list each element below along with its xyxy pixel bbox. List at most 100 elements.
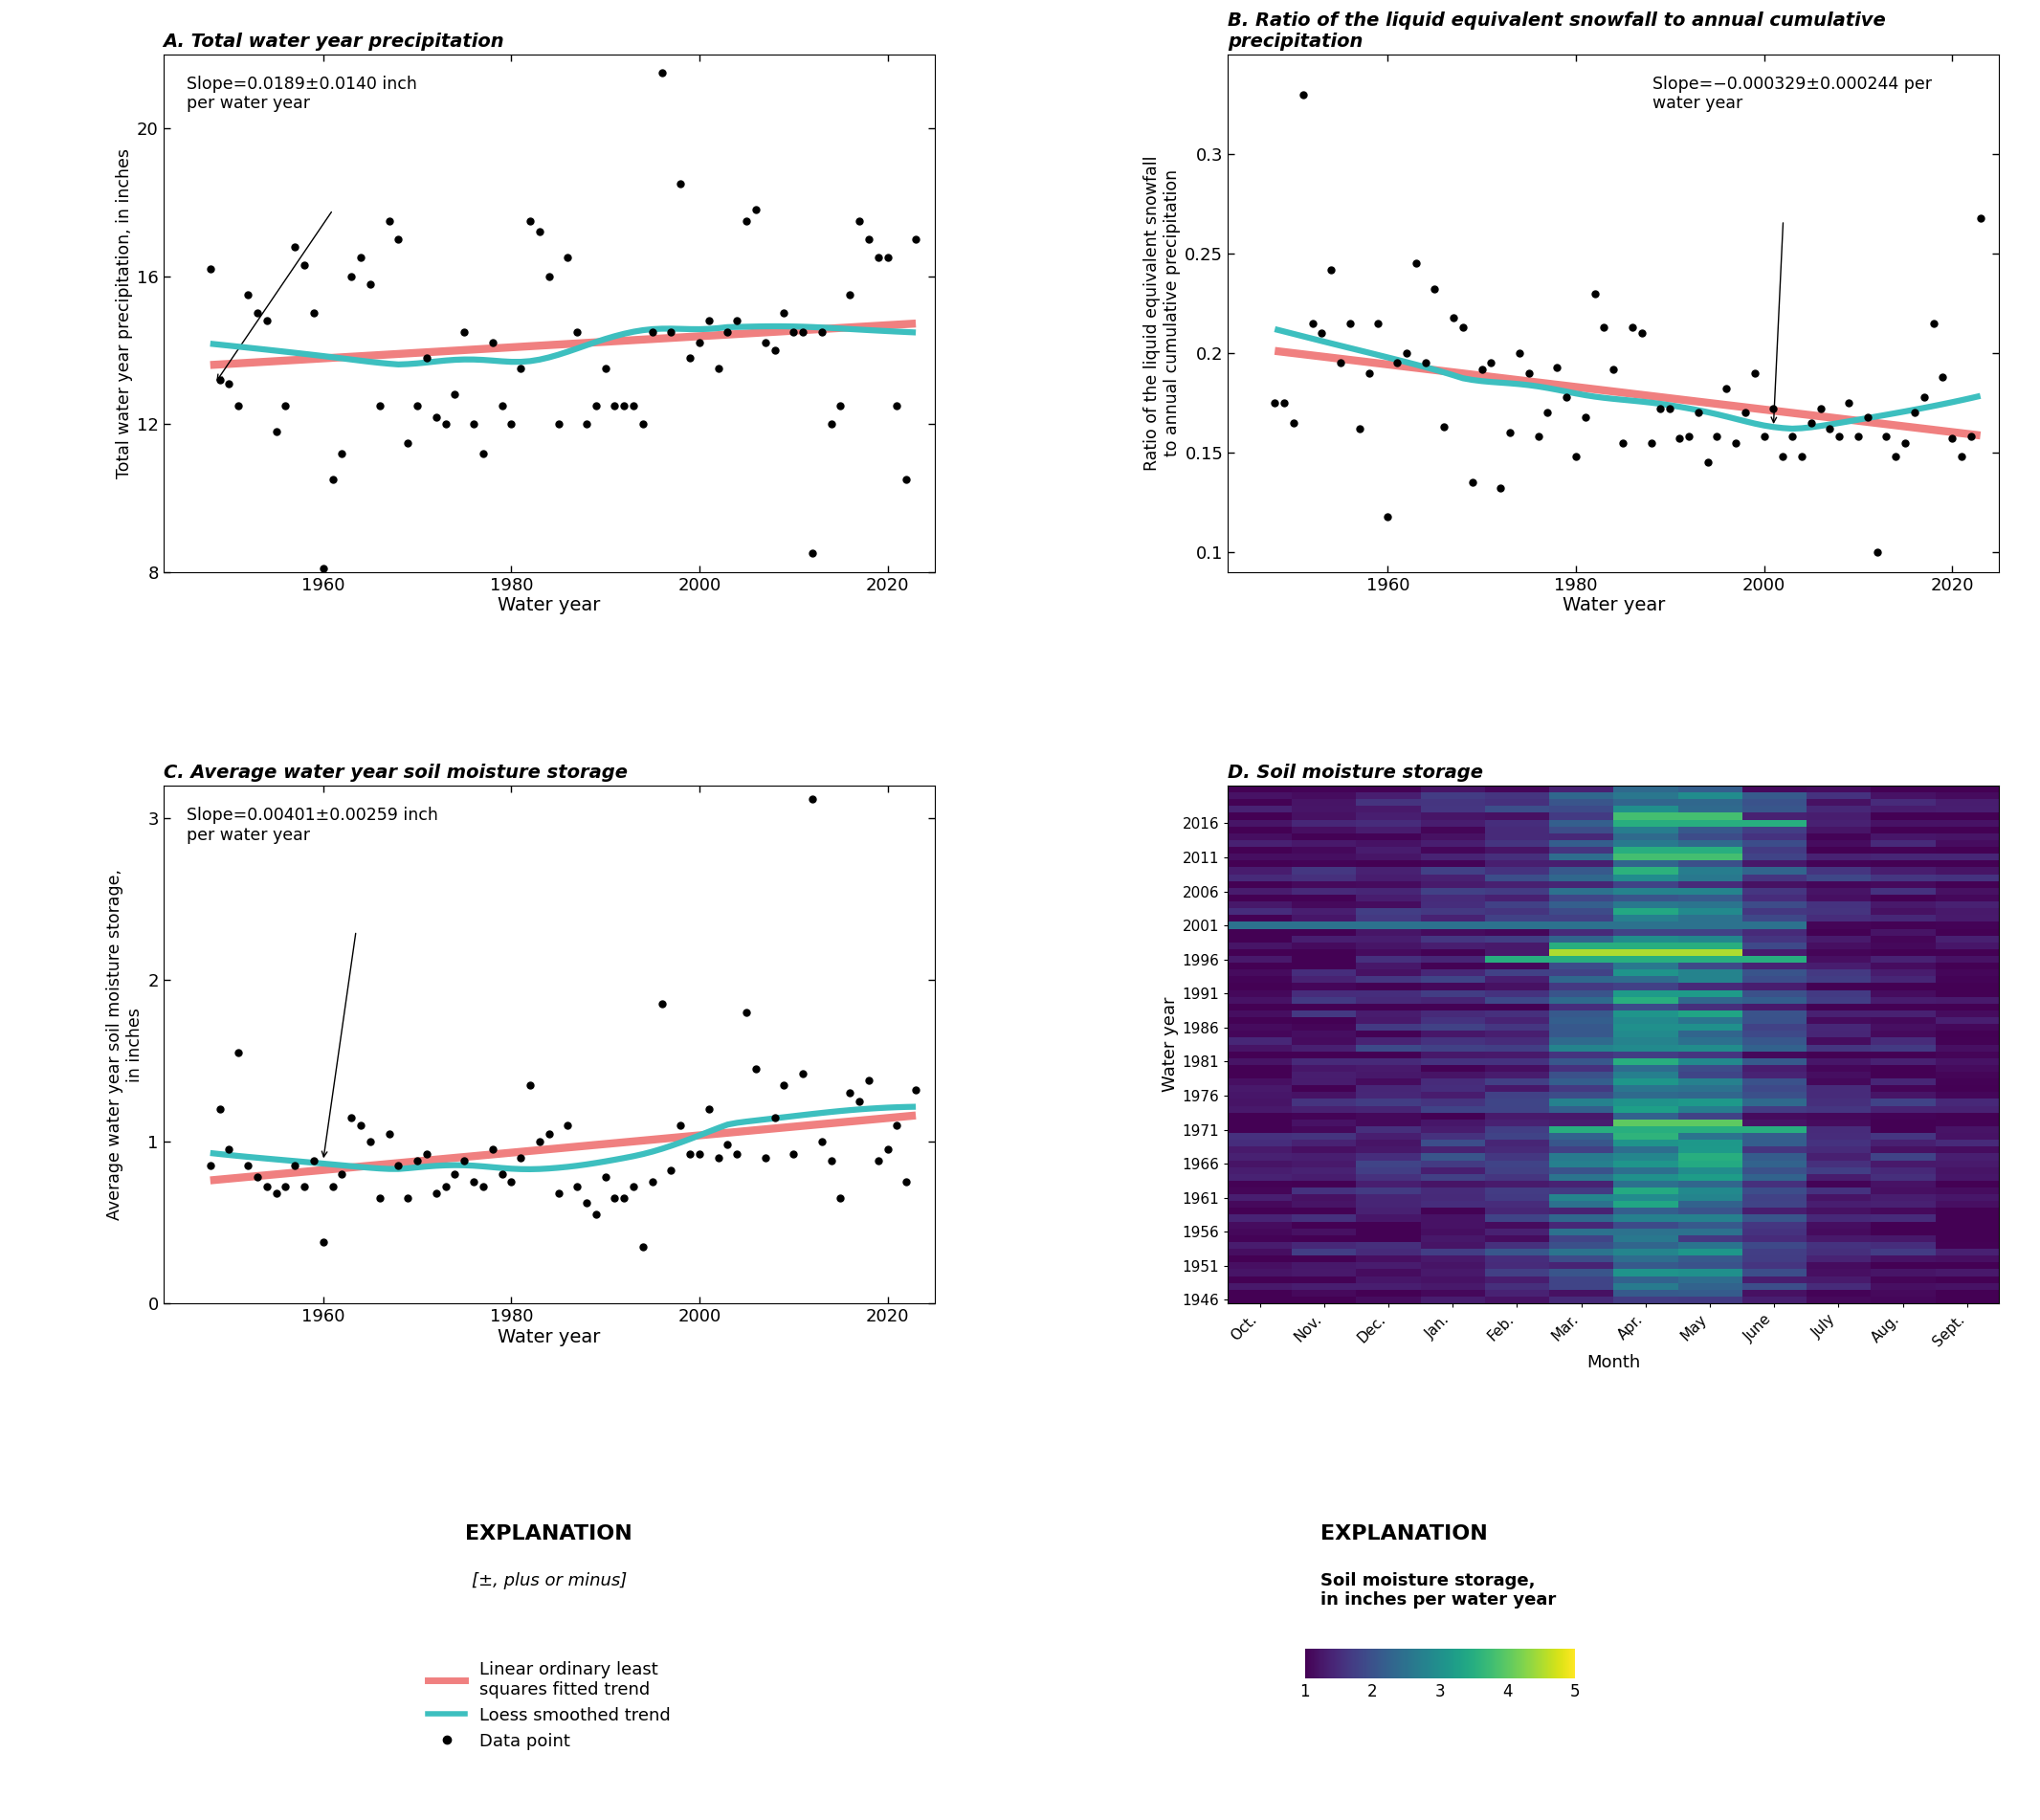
Point — [590, 1163, 622, 1192]
Point — [316, 1172, 349, 1201]
Point — [665, 169, 698, 198]
Point — [561, 1172, 594, 1201]
Point — [1428, 411, 1461, 440]
Point — [900, 1076, 932, 1105]
Point — [1897, 399, 1930, 428]
Point — [1785, 442, 1818, 471]
Point — [881, 391, 914, 420]
Y-axis label: Total water year precipitation, in inches: Total water year precipitation, in inche… — [116, 147, 133, 479]
Point — [692, 306, 724, 335]
Point — [767, 298, 800, 328]
Point — [1860, 537, 1893, 566]
Point — [353, 1127, 386, 1156]
Point — [655, 317, 687, 346]
Point — [1738, 359, 1771, 388]
Y-axis label: Average water year soil moisture storage,
in inches: Average water year soil moisture storage… — [106, 868, 143, 1219]
Point — [392, 428, 424, 457]
Point — [1438, 302, 1471, 331]
Point — [288, 1172, 320, 1201]
Point — [428, 1172, 461, 1201]
Point — [486, 391, 518, 420]
Point — [749, 1143, 781, 1172]
Point — [194, 255, 226, 284]
Point — [702, 1143, 734, 1172]
Point — [1418, 275, 1450, 304]
Y-axis label: Water year: Water year — [1163, 997, 1179, 1092]
Point — [1259, 388, 1291, 417]
Point — [806, 317, 838, 346]
Text: A. Total water year precipitation: A. Total water year precipitation — [163, 33, 504, 51]
Point — [496, 1167, 528, 1196]
Point — [475, 328, 508, 357]
Point — [439, 380, 471, 410]
Point — [861, 1147, 894, 1176]
Point — [1777, 422, 1809, 451]
Point — [1748, 422, 1781, 451]
Point — [402, 391, 435, 420]
Point — [730, 206, 763, 235]
Point — [598, 1183, 630, 1212]
Point — [871, 1136, 904, 1165]
Point — [636, 1167, 669, 1196]
Point — [1389, 339, 1422, 368]
Point — [1767, 442, 1799, 471]
Text: [±, plus or minus]: [±, plus or minus] — [471, 1572, 626, 1589]
Point — [853, 226, 885, 255]
Point — [655, 1156, 687, 1185]
Point — [673, 344, 706, 373]
Point — [316, 466, 349, 495]
Point — [1316, 255, 1348, 284]
Text: Soil moisture storage,
in inches per water year: Soil moisture storage, in inches per wat… — [1320, 1572, 1557, 1609]
Point — [608, 391, 641, 420]
Point — [571, 1188, 604, 1218]
Point — [834, 280, 867, 309]
Point — [392, 1183, 424, 1212]
Point — [475, 1136, 508, 1165]
Point — [579, 1199, 612, 1229]
Point — [1306, 318, 1338, 348]
Text: Slope=0.00401±0.00259 inch
per water year: Slope=0.00401±0.00259 inch per water yea… — [186, 806, 439, 844]
Point — [439, 1159, 471, 1188]
Point — [590, 355, 622, 384]
Point — [410, 344, 443, 373]
Point — [1654, 395, 1687, 424]
Point — [504, 355, 537, 384]
Point — [212, 1136, 245, 1165]
Point — [449, 1147, 481, 1176]
Point — [1803, 395, 1836, 424]
Point — [608, 1183, 641, 1212]
Point — [673, 1139, 706, 1168]
Point — [1532, 399, 1565, 428]
Text: C. Average water year soil moisture storage: C. Average water year soil moisture stor… — [163, 764, 626, 781]
Point — [1493, 419, 1526, 448]
X-axis label: Month: Month — [1587, 1354, 1640, 1372]
Point — [532, 262, 565, 291]
Point — [259, 1179, 292, 1208]
Point — [1353, 359, 1385, 388]
Point — [1824, 422, 1856, 451]
Point — [1850, 402, 1883, 431]
Point — [1295, 309, 1328, 339]
Point — [741, 1054, 773, 1083]
Point — [787, 317, 820, 346]
Point — [1381, 348, 1414, 377]
Point — [618, 1172, 651, 1201]
Point — [241, 298, 273, 328]
Point — [1926, 362, 1958, 391]
Point — [241, 1163, 273, 1192]
Point — [692, 1094, 724, 1123]
Y-axis label: Ratio of the liquid equivalent snowfall
to annual cumulative precipitation: Ratio of the liquid equivalent snowfall … — [1144, 157, 1181, 471]
Point — [618, 391, 651, 420]
Point — [1673, 422, 1705, 451]
Point — [777, 317, 810, 346]
Point — [420, 1179, 453, 1208]
Point — [1324, 348, 1357, 377]
Point — [504, 1143, 537, 1172]
X-axis label: Water year: Water year — [1563, 597, 1665, 615]
Point — [1540, 353, 1573, 382]
Point — [1608, 428, 1640, 457]
Point — [1446, 313, 1479, 342]
Text: D. Soil moisture storage: D. Soil moisture storage — [1228, 764, 1483, 781]
Point — [759, 1103, 792, 1132]
Point — [683, 1139, 716, 1168]
